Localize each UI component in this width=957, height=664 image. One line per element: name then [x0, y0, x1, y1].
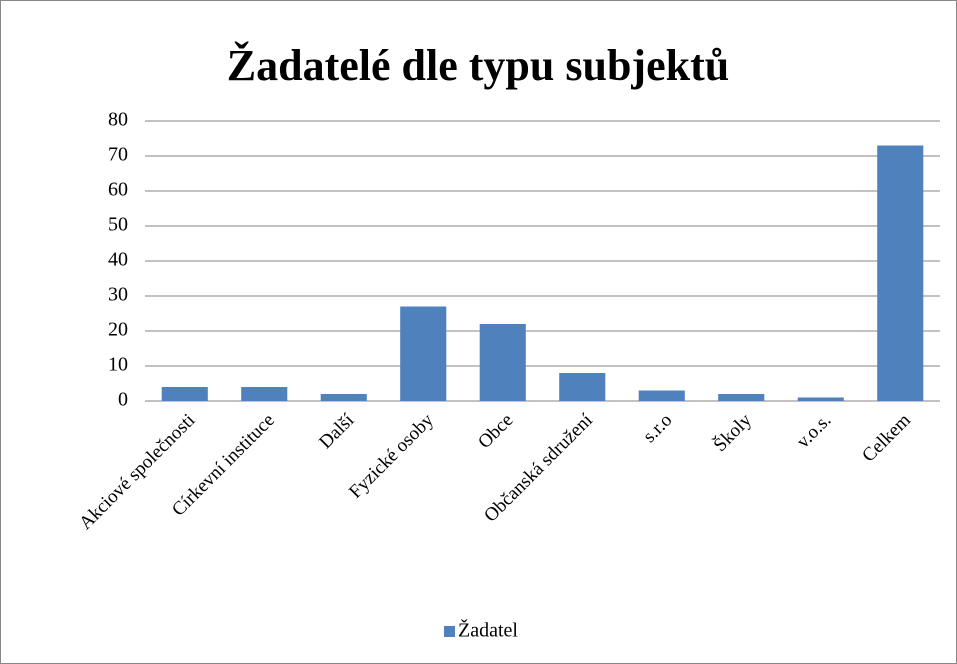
- bar: [638, 390, 685, 401]
- y-tick-label: 30: [108, 284, 128, 306]
- bar: [877, 145, 924, 401]
- y-tick-label: 0: [118, 389, 128, 411]
- bar: [479, 324, 526, 401]
- y-tick-label: 70: [108, 144, 128, 166]
- bar: [400, 306, 447, 401]
- y-tick-label: 10: [108, 354, 128, 376]
- bar: [797, 397, 844, 401]
- y-tick-label: 40: [108, 249, 128, 271]
- chart-title: Žadatelé dle typu subjektů: [227, 41, 729, 90]
- bar: [320, 394, 367, 401]
- y-tick-label: 50: [108, 214, 128, 236]
- y-tick-label: 60: [108, 179, 128, 201]
- y-tick-label: 80: [108, 109, 128, 131]
- bar: [161, 387, 208, 401]
- bar: [559, 373, 606, 401]
- bar: [241, 387, 288, 401]
- bar: [718, 394, 765, 401]
- legend-swatch: [444, 626, 455, 637]
- y-tick-label: 20: [108, 319, 128, 341]
- legend-label: Žadatel: [458, 619, 518, 642]
